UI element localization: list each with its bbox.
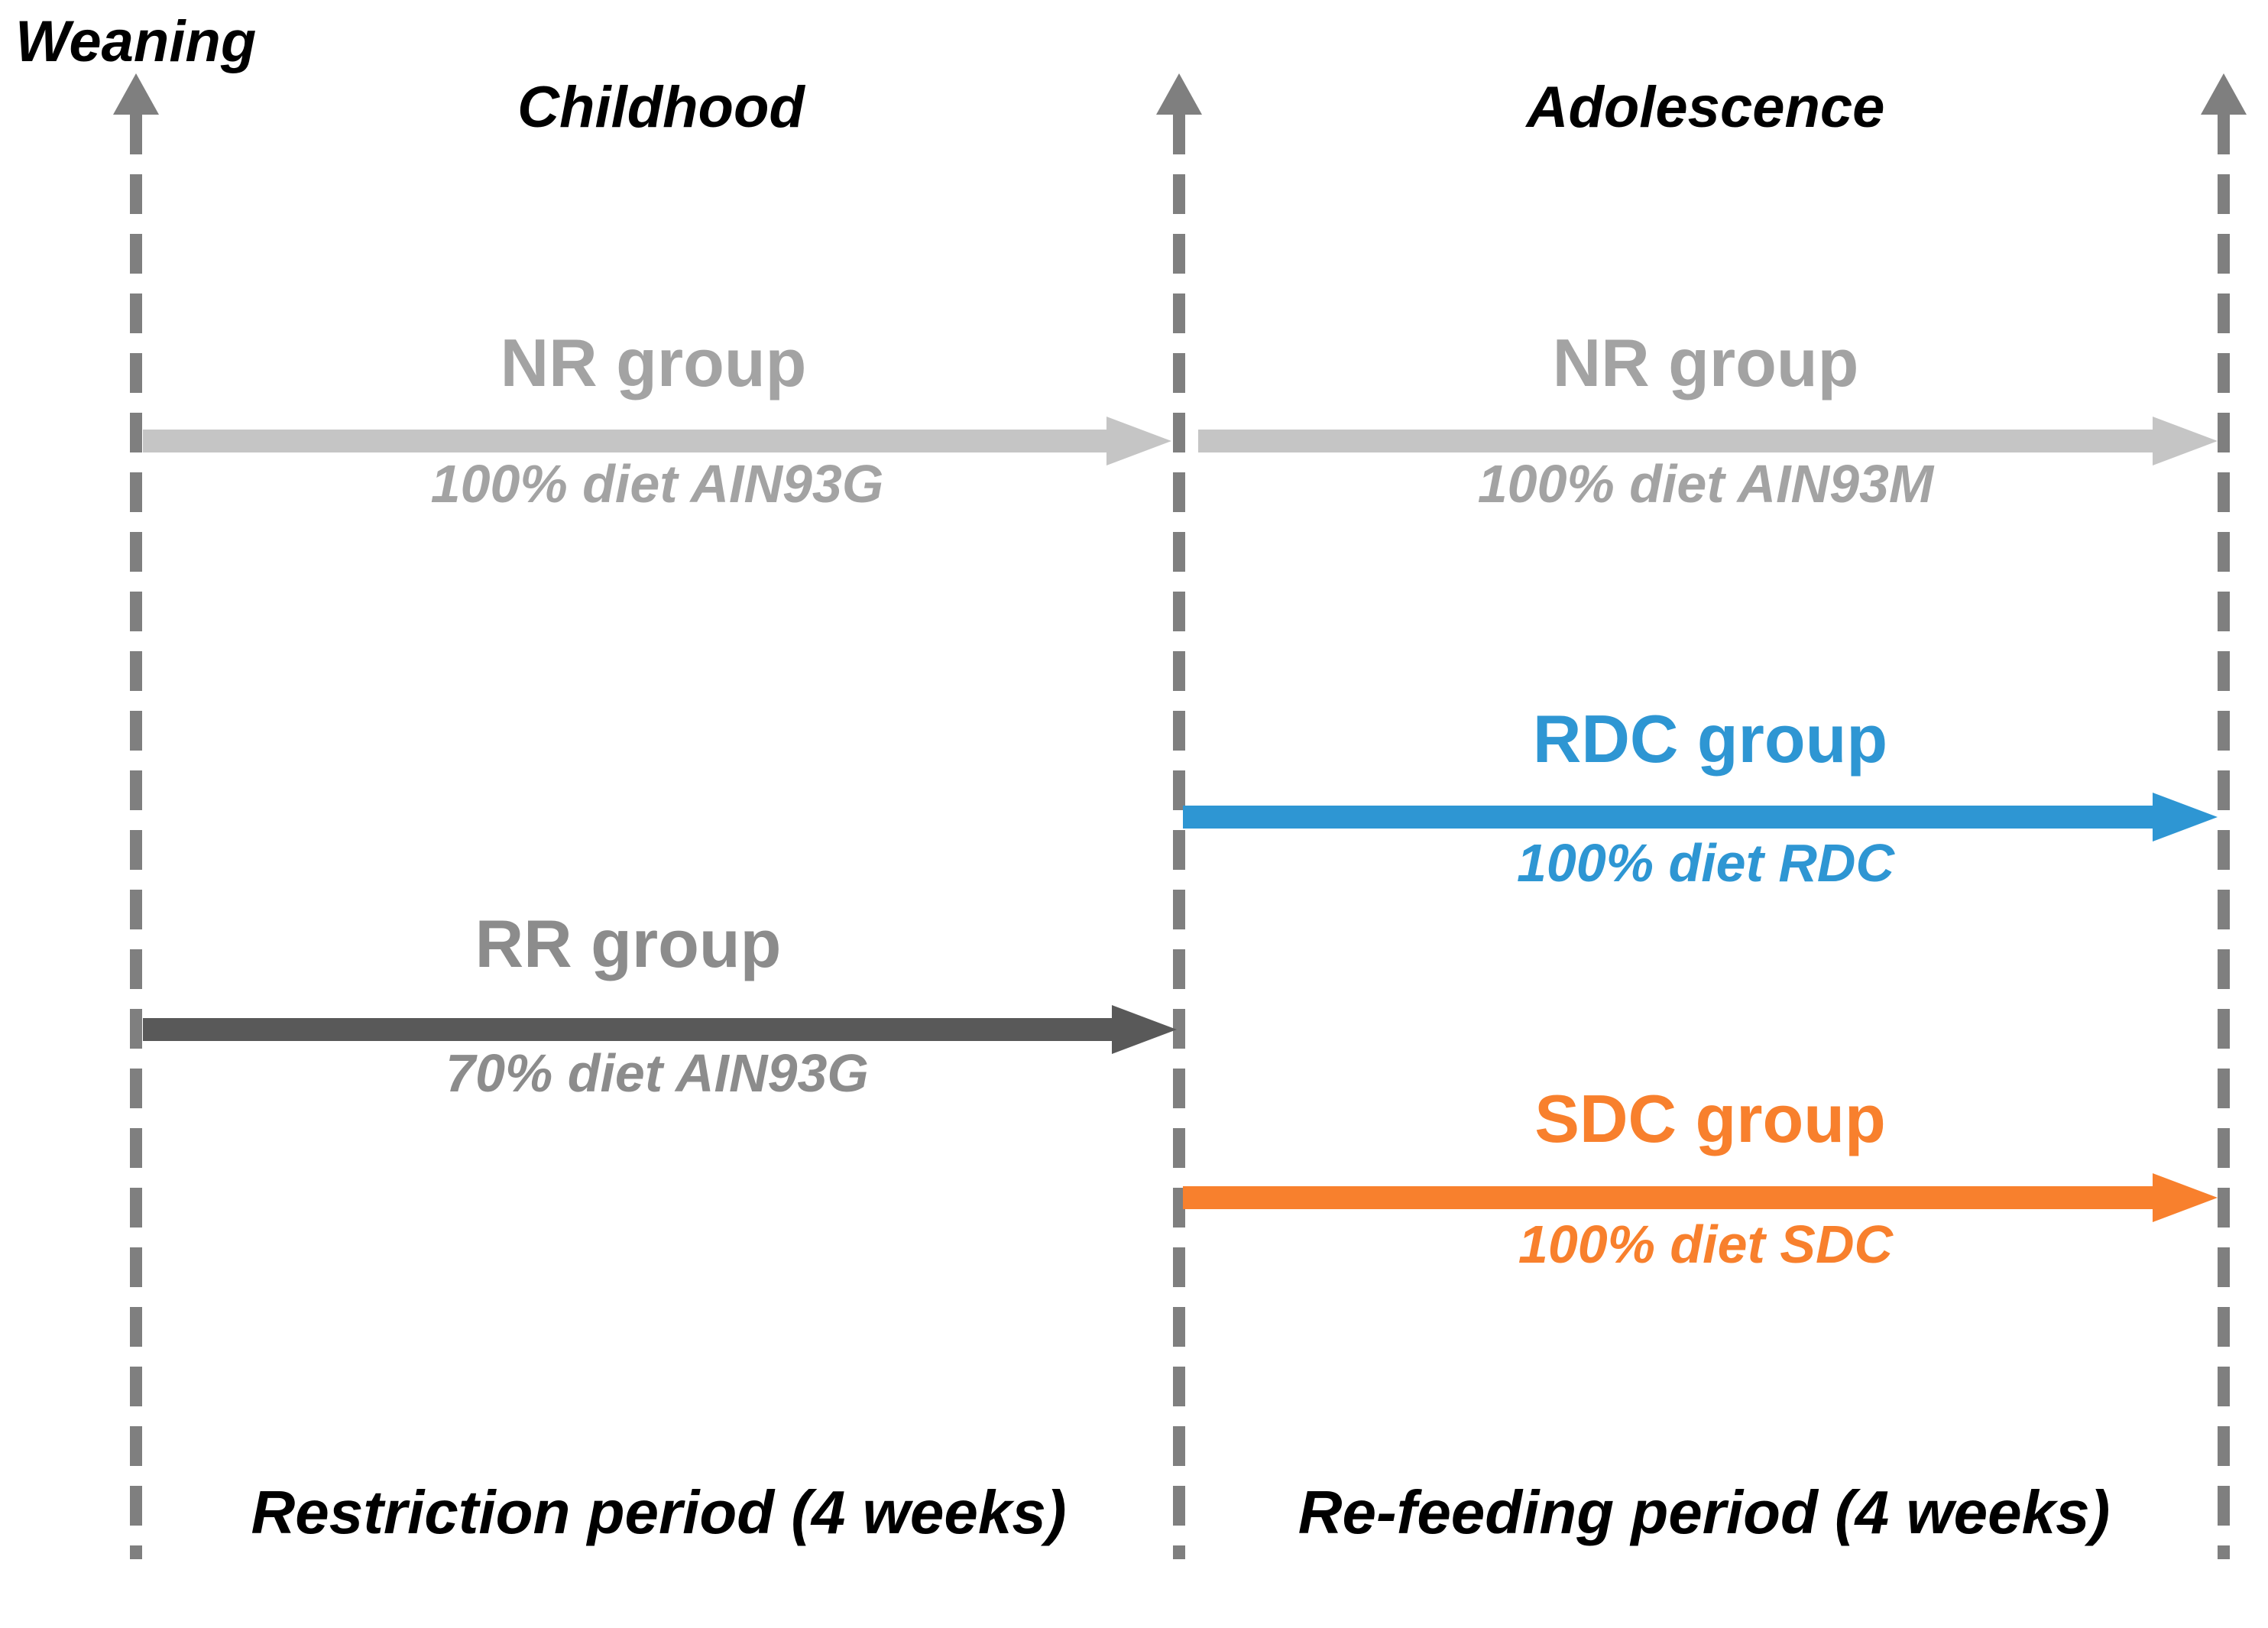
- rdc-arrow-shaft: [1183, 806, 2153, 829]
- end-axis-line: [2218, 115, 2230, 1559]
- rr-diet-label: 70% diet AIN93G: [446, 1043, 869, 1103]
- rdc-diet-label: 100% diet RDC: [1516, 833, 1895, 893]
- nr-childhood-diet-label: 100% diet AIN93G: [430, 454, 884, 514]
- nr-childhood-group-label: NR group: [500, 325, 807, 401]
- nr-adolescence-diet-label: 100% diet AIN93M: [1477, 454, 1934, 514]
- phase-label-childhood: Childhood: [517, 75, 805, 140]
- nr-adolescence-arrowhead-icon: [2153, 417, 2218, 465]
- sdc-group-label: SDC group: [1534, 1081, 1886, 1156]
- weaning-label: Weaning: [15, 9, 257, 74]
- rr-arrow-shaft: [143, 1018, 1112, 1041]
- nr-childhood-arrow-shaft: [143, 430, 1106, 452]
- restriction-period-label: Restriction period (4 weeks): [251, 1478, 1067, 1546]
- weaning-axis-arrowhead-icon: [113, 73, 159, 115]
- weaning-axis-line: [130, 115, 142, 1559]
- phase-label-adolescence: Adolescence: [1526, 75, 1885, 140]
- rr-group-label: RR group: [475, 906, 782, 981]
- end-axis-arrowhead-icon: [2201, 73, 2247, 115]
- sdc-arrow-shaft: [1183, 1186, 2153, 1209]
- refeeding-period-label: Re-feeding period (4 weeks): [1298, 1478, 2111, 1546]
- mid-axis-line: [1173, 115, 1185, 1559]
- mid-axis-arrowhead-icon: [1156, 73, 1202, 115]
- sdc-diet-label: 100% diet SDC: [1518, 1215, 1894, 1274]
- nr-childhood-arrowhead-icon: [1106, 417, 1171, 465]
- rr-arrowhead-icon: [1112, 1005, 1177, 1054]
- nr-adolescence-group-label: NR group: [1552, 325, 1859, 401]
- nr-adolescence-arrow-shaft: [1198, 430, 2153, 452]
- rdc-group-label: RDC group: [1532, 701, 1888, 777]
- rdc-arrowhead-icon: [2153, 793, 2218, 842]
- sdc-arrowhead-icon: [2153, 1173, 2218, 1222]
